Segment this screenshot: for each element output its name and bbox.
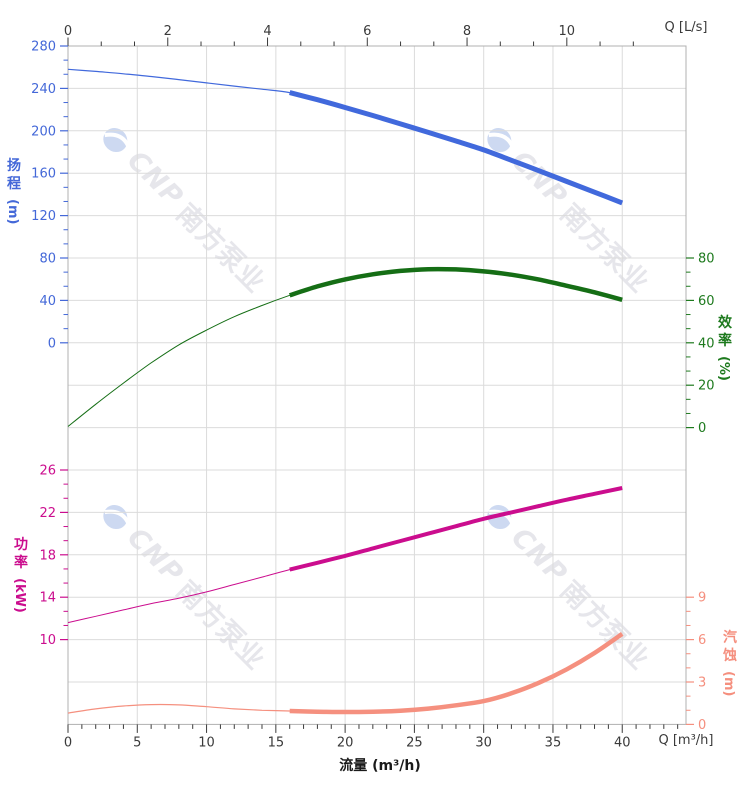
npsh-axis-unit-text: (m) [721,671,736,697]
bottom-tick-label: 20 [337,735,354,750]
head-tick-label: 40 [39,294,56,309]
eff-axis-title: 效率 (%) [715,315,735,400]
npsh-curve-duty [289,632,624,715]
eff-tick-label: 40 [698,336,715,351]
bottom-tick-label: 10 [198,735,215,750]
eff-tick-label: 60 [698,294,715,309]
npsh-tick-label: 3 [698,676,706,691]
head-tick-label: 160 [31,167,56,182]
eff-axis-unit: (%) [715,356,735,400]
head-tick-label: 240 [31,82,56,97]
top-tick-label: 2 [164,24,172,39]
power-axis-unit: (kW) [11,578,31,622]
head-tick-label: 0 [48,336,56,351]
top-axis-unit-label: Q [L/s] [664,20,708,35]
power-tick-label: 10 [39,633,56,648]
head-axis-title-char: 程 [7,176,21,192]
cnp-logo-icon [103,127,131,152]
bottom-tick-label: 0 [64,735,72,750]
top-tick-label: 0 [64,24,72,39]
cnp-watermark: CNP 南方泵业 [476,116,660,300]
eff-axis-title-char: 效 [718,315,732,331]
cnp-watermark: CNP 南方泵业 [92,116,276,300]
npsh-tick-label: 6 [698,633,706,648]
bottom-tick-label: 35 [545,735,562,750]
npsh-axis-title-char: 蚀 [723,648,737,664]
head-axis-title-char: 扬 [7,158,21,174]
cnp-watermark: CNP 南方泵业 [92,493,276,677]
power-axis-title-char: 率 [14,555,28,571]
top-tick-label: 10 [559,24,576,39]
bottom-tick-label: 5 [133,735,141,750]
bottom-axis-unit-label: Q [m³/h] [658,733,714,748]
head-tick-label: 120 [31,209,56,224]
bottom-tick-label: 40 [614,735,631,750]
head-axis-unit: (m) [4,199,24,243]
power-tick-label: 26 [39,464,56,479]
bottom-tick-label: 30 [475,735,492,750]
head-tick-label: 80 [39,252,56,267]
eff-tick-label: 0 [698,421,706,436]
cnp-logo-icon [487,127,515,152]
power-tick-label: 14 [39,591,56,606]
top-tick-label: 8 [463,24,471,39]
bottom-tick-label: 15 [268,735,285,750]
npsh-tick-label: 0 [698,718,706,733]
top-tick-label: 4 [263,24,271,39]
head-tick-label: 280 [31,40,56,55]
npsh-axis-unit: (m) [720,671,740,715]
power-axis-unit-text: (kW) [12,578,27,613]
npsh-axis-title: 汽蚀 (m) [720,630,740,715]
flow-axis-title: 流量 (m³/h) [339,758,421,774]
head-axis-unit-text: (m) [5,199,20,225]
power-axis-title: 功率 (kW) [11,537,31,622]
power-axis-title-char: 功 [14,537,28,553]
eff-curve-duty [289,266,623,302]
eff-tick-label: 80 [698,252,715,267]
eff-axis-title-char: 率 [718,333,732,349]
npsh-axis-title-char: 汽 [723,630,737,646]
eff-tick-label: 20 [698,379,715,394]
eff-axis-unit-text: (%) [716,356,731,381]
cnp-logo-icon [103,504,131,529]
npsh-tick-label: 9 [698,591,706,606]
head-axis-title: 扬程 (m) [4,158,24,243]
power-tick-label: 22 [39,506,56,521]
bottom-tick-label: 25 [406,735,423,750]
head-curve-duty [289,90,624,206]
top-tick-label: 6 [363,24,371,39]
head-tick-label: 200 [31,124,56,139]
power-curve-duty [289,486,623,572]
power-tick-label: 18 [39,548,56,563]
